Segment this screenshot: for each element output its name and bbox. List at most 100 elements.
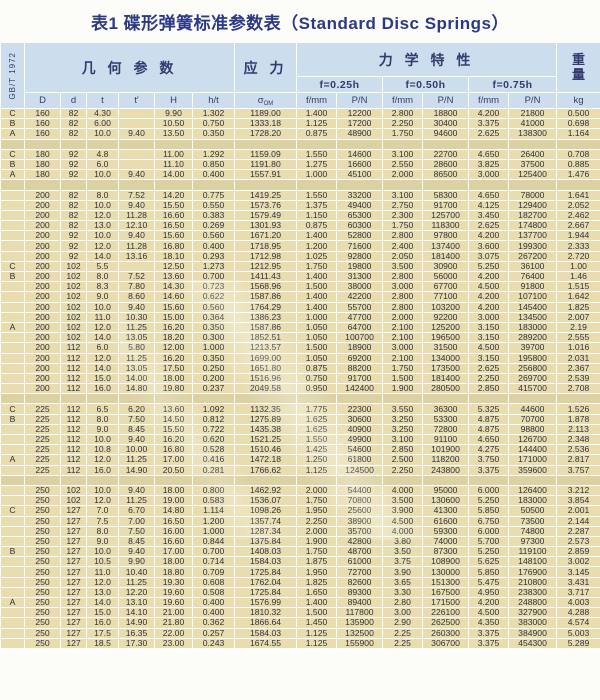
- value-cell: 3.075: [468, 250, 510, 262]
- value-cell: 7.50: [118, 525, 155, 537]
- value-cell: 0.383: [191, 209, 236, 222]
- value-cell: 130600: [422, 495, 470, 507]
- value-cell: 0.750: [191, 118, 236, 130]
- value-cell: 1.950: [296, 566, 338, 578]
- value-cell: 13.05: [118, 332, 155, 344]
- value-cell: 1584.03: [234, 627, 298, 639]
- col-f-mm-025: f/mm: [296, 92, 338, 109]
- value-cell: 9.0: [86, 291, 119, 303]
- series-letter-cell: [0, 627, 25, 639]
- value-cell: 0.800: [191, 484, 236, 497]
- value-cell: 82: [60, 199, 87, 211]
- value-cell: 14.90: [118, 464, 155, 476]
- value-cell: 127: [60, 535, 87, 548]
- separator-cell: [86, 393, 119, 405]
- value-cell: 127: [60, 627, 87, 639]
- value-cell: 2.300: [382, 209, 424, 222]
- value-cell: 3.80: [382, 535, 424, 548]
- value-cell: 9.0: [86, 535, 119, 548]
- value-cell: 1132.35: [234, 403, 298, 415]
- value-cell: 21.80: [154, 617, 193, 629]
- value-cell: 50500: [508, 505, 558, 517]
- value-cell: 94600: [422, 128, 470, 140]
- value-cell: 10.0: [86, 301, 119, 313]
- value-cell: 16.60: [154, 535, 193, 548]
- value-cell: 1587.86: [234, 321, 298, 334]
- value-cell: 327900: [508, 607, 558, 619]
- value-cell: 12200: [336, 107, 384, 120]
- value-cell: 200: [24, 311, 61, 323]
- value-cell: 18.20: [154, 332, 193, 344]
- value-cell: 151300: [422, 576, 470, 588]
- value-cell: 44600: [508, 403, 558, 415]
- value-cell: 134000: [422, 352, 470, 364]
- value-cell: 16.00: [154, 525, 193, 537]
- value-cell: 14.0: [86, 596, 119, 609]
- table-row: 200 92 12.0 11.28 16.80 0.400 1718.95 1.200 7160…: [0, 240, 600, 252]
- value-cell: 11.0: [86, 566, 119, 578]
- value-cell: 9.40: [118, 199, 155, 211]
- separator-cell: [234, 138, 298, 150]
- value-cell: 1.050: [296, 321, 338, 334]
- value-cell: 11.25: [118, 321, 155, 334]
- mechanical-header: 力 学 特 性: [296, 42, 558, 77]
- value-cell: 2.462: [556, 209, 600, 222]
- separator-cell: [508, 138, 558, 150]
- table-row: 200 92 10.0 9.40 15.60 0.560 1671.20 1.400 52800…: [0, 230, 600, 242]
- value-cell: 60300: [336, 220, 384, 232]
- series-letter-cell: A: [0, 128, 25, 140]
- value-cell: 250: [24, 525, 61, 537]
- value-cell: 2.800: [382, 270, 424, 283]
- value-cell: 1.950: [296, 505, 338, 517]
- value-cell: 17.5: [86, 627, 119, 639]
- value-cell: 119100: [508, 546, 558, 558]
- sigma-subscript: OM: [263, 100, 274, 107]
- value-cell: 61000: [336, 556, 384, 568]
- value-cell: 250: [24, 566, 61, 578]
- value-cell: 3.75: [382, 556, 424, 568]
- value-cell: 1.000: [191, 525, 236, 537]
- table-row: A 225 112 12.0 11.25 17.00 0.416 1472.18 1.250 61…: [0, 454, 600, 466]
- value-cell: 127: [60, 596, 87, 609]
- value-cell: 14.0: [86, 362, 119, 374]
- value-cell: 1557.91: [234, 169, 298, 181]
- value-cell: 12.0: [86, 209, 119, 222]
- value-cell: 2.817: [556, 454, 600, 466]
- value-cell: 1.00: [556, 260, 600, 273]
- value-cell: 127: [60, 525, 87, 537]
- value-cell: 2.367: [556, 362, 600, 374]
- disc-spring-table: GB/T 1972 几 何 参 数 应 力 力 学 特 性 重 量 f=0.25…: [0, 42, 600, 649]
- value-cell: 7.80: [118, 281, 155, 293]
- value-cell: 4.30: [86, 107, 119, 120]
- value-cell: 11.0: [86, 311, 119, 323]
- series-letter-cell: [0, 495, 25, 507]
- value-cell: 127: [60, 515, 87, 527]
- value-cell: 10.00: [118, 444, 155, 456]
- value-cell: 31300: [336, 270, 384, 283]
- value-cell: 3.000: [382, 281, 424, 293]
- value-cell: 8.45: [118, 535, 155, 548]
- header-row-groups: GB/T 1972 几 何 参 数 应 力 力 学 特 性 重 量: [0, 42, 600, 109]
- value-cell: 1191.80: [234, 158, 298, 171]
- separator-cell: [382, 138, 424, 150]
- value-cell: 2.536: [556, 444, 600, 456]
- value-cell: 0.875: [296, 220, 338, 232]
- value-cell: 4.500: [468, 607, 510, 619]
- value-cell: 67700: [422, 281, 470, 293]
- value-cell: 41300: [422, 505, 470, 517]
- value-cell: 2.90: [382, 617, 424, 629]
- separator-cell: [86, 179, 119, 191]
- table-row: C 225 112 6.5 6.20 13.60 1.092 1132.35 1.775 2230…: [0, 403, 600, 415]
- value-cell: 138300: [508, 128, 558, 140]
- table-row: 200 92 14.0 13.16 18.10 0.293 1712.98 1.025 9280…: [0, 250, 600, 262]
- value-cell: 15.50: [154, 423, 193, 436]
- value-cell: 11.25: [118, 576, 155, 588]
- value-cell: 64700: [336, 321, 384, 334]
- separator-cell: [336, 179, 384, 191]
- value-cell: 92800: [336, 250, 384, 262]
- value-cell: 12.0: [86, 454, 119, 466]
- value-cell: 4.000: [382, 525, 424, 537]
- value-cell: 0.269: [191, 220, 236, 232]
- value-cell: 101900: [422, 444, 470, 456]
- series-letter-cell: B: [0, 158, 25, 171]
